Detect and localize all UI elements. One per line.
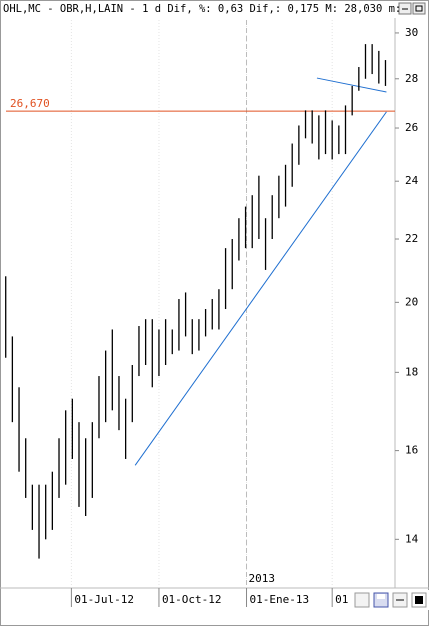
restore-button[interactable]	[412, 2, 426, 15]
x-tick-label: 01-Jul-12	[74, 593, 134, 606]
y-tick-label: 18	[405, 365, 418, 378]
y-tick-label: 30	[405, 26, 418, 39]
window-buttons[interactable]	[398, 2, 426, 15]
x-tick-label: 01-Oct-12	[162, 593, 222, 606]
trendline	[134, 111, 387, 466]
y-tick-label: 22	[405, 232, 418, 245]
y-tick-label: 24	[405, 174, 419, 187]
toolbar-bg	[350, 590, 429, 610]
x-tick-label: 01-Ene-13	[250, 593, 310, 606]
color-icon	[415, 596, 423, 604]
horizontal-line-label: 26,670	[10, 97, 50, 110]
chart-title: OHL,MC - OBR,H,LAIN - 1 d Dif, %: 0,63 D…	[3, 3, 401, 15]
save-icon	[377, 594, 385, 599]
toolbar	[350, 590, 429, 610]
trendline	[316, 77, 387, 93]
y-tick-label: 14	[405, 532, 419, 545]
y-tick-label: 16	[405, 444, 418, 457]
year-label: 2013	[249, 572, 276, 585]
y-tick-label: 26	[405, 121, 418, 134]
y-tick-label: 28	[405, 72, 418, 85]
tool-button[interactable]	[354, 592, 370, 608]
y-tick-label: 20	[405, 295, 418, 308]
restore-icon	[415, 5, 423, 12]
plot: 14 16 18 20 22 24 26 28 30 01-Jul-12 01-Oct-12 01-E…	[5, 20, 419, 607]
